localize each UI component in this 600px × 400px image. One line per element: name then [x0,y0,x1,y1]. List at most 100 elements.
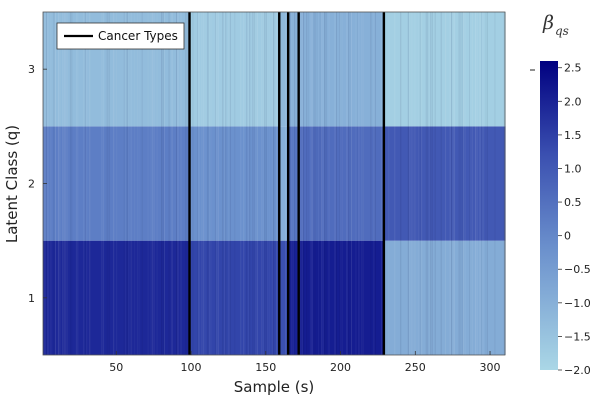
sample-stripe [267,12,269,355]
sample-stripe [62,12,64,355]
sample-stripe [147,12,149,355]
sample-stripe [256,12,258,355]
heatmap-cell-q1-seg5 [298,240,385,355]
colorbar-tick-label: −1.5 [564,330,591,343]
sample-stripe [192,12,194,355]
y-axis-ticks: 1 2 3 [28,63,47,305]
cancer-type-boundaries [188,12,386,355]
sample-stripe [186,12,188,355]
colorbar-tick-label: 2.0 [564,95,582,108]
sample-stripe [126,12,128,355]
sample-stripe [481,12,482,355]
sample-stripe [217,12,219,355]
sample-stripe [322,12,324,355]
legend: Cancer Types [56,22,185,50]
sample-stripe [410,12,412,355]
heatmap-cell-q2-seg3 [279,126,289,241]
heatmap-cell-q1-seg1 [43,240,191,355]
sample-stripe [285,12,287,355]
sample-stripe [328,12,330,355]
sample-stripe [271,12,273,355]
sample-stripe [214,12,216,355]
colorbar-tick-label: 0 [564,230,571,243]
colorbar-title-base: β [542,12,554,34]
sample-stripe [380,12,382,355]
sample-stripe [362,12,364,355]
sample-stripe [321,12,322,355]
sample-stripe [69,12,71,355]
sample-stripe [83,12,85,355]
sample-stripe [77,12,79,355]
x-axis-ticks: 50 100 150 200 250 300 [109,351,501,374]
sample-stripe [400,12,402,355]
sample-stripe [234,12,236,355]
x-tick-label: 50 [109,361,123,374]
sample-stripe [355,12,357,355]
sample-stripe [419,12,421,355]
sample-stripe [123,12,125,355]
sample-stripe [180,12,182,355]
sample-stripe [268,12,270,355]
sample-stripe [137,12,139,355]
sample-stripe [303,12,305,355]
sample-stripe [243,12,245,355]
sample-stripe [116,12,118,355]
colorbar-tick-label: 1.0 [564,162,582,175]
y-axis-label: Latent Class (q) [3,125,21,243]
sample-stripe [316,12,318,355]
sample-stripe [413,12,415,355]
x-tick-label: 100 [181,361,202,374]
sample-stripe [421,12,423,355]
sample-stripe [261,12,263,355]
sample-stripe [108,12,110,355]
sample-stripe [129,12,131,355]
y-tick-label: 2 [28,178,35,191]
sample-stripe [240,12,242,355]
sample-stripe [482,12,484,355]
sample-stripe [208,12,210,355]
sample-stripe [294,12,296,355]
sample-stripe [105,12,107,355]
x-tick-label: 300 [480,361,501,374]
sample-stripe [65,12,67,355]
sample-stripe [204,12,206,355]
sample-stripe [458,12,460,355]
sample-stripe [476,12,478,355]
sample-stripe [358,12,360,355]
sample-stripe [339,12,340,355]
sample-stripe [307,12,309,355]
sample-stripe [342,12,343,355]
heatmap-cell-q2-seg1 [43,126,191,241]
heatmap-cell-q3-seg6 [383,12,506,127]
sample-stripe [454,12,456,355]
sample-stripe [319,12,321,355]
sample-stripe [262,12,264,355]
sample-stripe [176,12,177,355]
sample-stripe [225,12,227,355]
sample-stripe [210,12,212,355]
sample-stripe [388,12,390,355]
sample-stripe [394,12,396,355]
sample-stripe [301,12,303,355]
sample-stripe [361,12,363,355]
sample-stripe [59,12,61,355]
sample-stripe [430,12,432,355]
sample-stripe [86,12,88,355]
sample-stripe [222,12,224,355]
sample-stripe [252,12,254,355]
sample-stripe [229,12,231,355]
sample-stripe [318,12,320,355]
sample-stripe [460,12,462,355]
sample-stripe [207,12,209,355]
sample-stripe [451,12,453,355]
sample-stripe [113,12,115,355]
sample-stripe [407,12,409,355]
sample-stripe [102,12,104,355]
sample-stripe [150,12,152,355]
sample-stripe [101,12,103,355]
sample-stripe [374,12,376,355]
sample-stripe [161,12,163,355]
sample-stripe [197,12,198,355]
sample-stripe [63,12,65,355]
